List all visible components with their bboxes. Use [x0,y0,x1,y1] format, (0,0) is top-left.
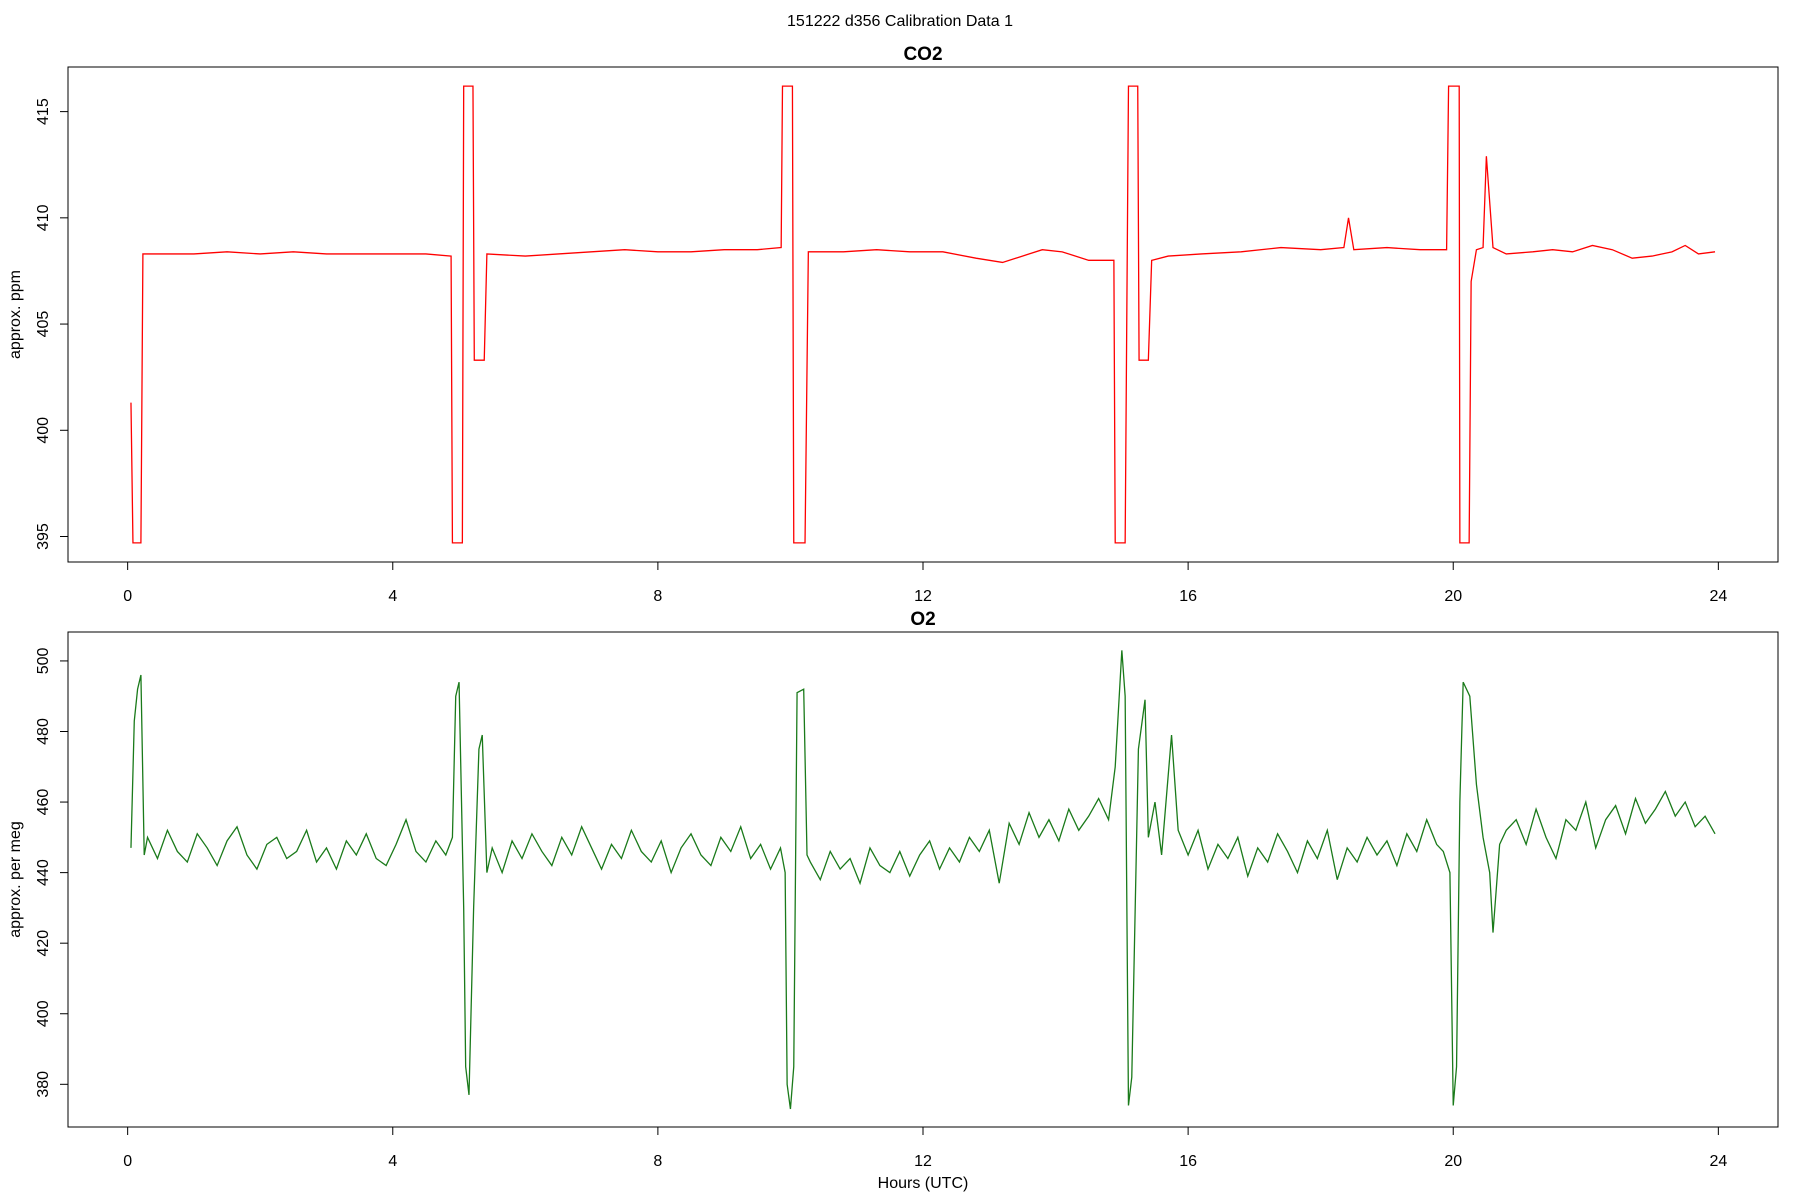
x-tick-label: 0 [123,1153,132,1170]
y-axis-label: approx. ppm [7,270,24,359]
y-tick-label: 420 [35,930,52,957]
y-axis-label: approx. per meg [7,821,24,938]
y-tick-label: 395 [35,523,52,550]
y-tick-label: 500 [35,647,52,674]
y-tick-label: 410 [35,204,52,231]
y-tick-label: 400 [35,417,52,444]
x-tick-label: 24 [1709,1153,1727,1170]
y-tick-label: 460 [35,789,52,816]
x-tick-label: 8 [653,1153,662,1170]
x-tick-label: 20 [1444,1153,1462,1170]
x-tick-label: 12 [914,588,932,605]
y-tick-label: 400 [35,1000,52,1027]
y-tick-label: 380 [35,1071,52,1098]
panel-title: CO2 [903,44,942,65]
x-tick-label: 16 [1179,588,1197,605]
y-tick-label: 440 [35,859,52,886]
data-line [130,85,1716,544]
x-tick-label: 4 [388,588,397,605]
figure-title: 151222 d356 Calibration Data 1 [787,13,1013,30]
y-tick-label: 405 [35,311,52,338]
x-tick-label: 12 [914,1153,932,1170]
x-tick-label: 8 [653,588,662,605]
plot-frame [67,631,1779,1128]
y-tick-label: 480 [35,718,52,745]
x-tick-label: 20 [1444,588,1462,605]
plot-frame [67,66,1779,563]
panel-title: O2 [910,609,935,630]
x-tick-label: 4 [388,1153,397,1170]
x-axis-label: Hours (UTC) [878,1175,969,1192]
x-tick-label: 24 [1709,588,1727,605]
x-tick-label: 16 [1179,1153,1197,1170]
y-tick-label: 415 [35,98,52,125]
data-line [130,650,1716,1110]
x-tick-label: 0 [123,588,132,605]
